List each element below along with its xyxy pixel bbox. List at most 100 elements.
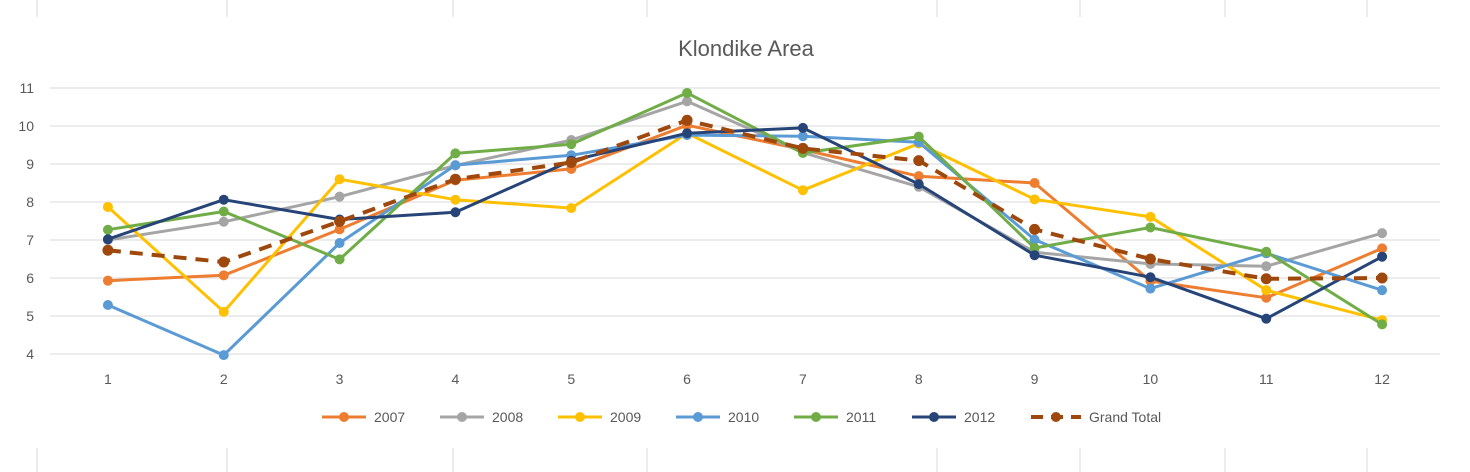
data-point — [913, 179, 924, 190]
data-point — [797, 185, 808, 196]
x-tick-label: 6 — [683, 371, 691, 387]
x-tick-label: 11 — [1259, 371, 1274, 387]
data-point — [1377, 251, 1388, 262]
data-point — [1029, 242, 1040, 253]
chart-title: Klondike Area — [678, 36, 815, 61]
data-point — [566, 203, 577, 214]
data-point — [1377, 228, 1388, 239]
data-point — [1261, 261, 1272, 272]
legend-swatch-marker — [929, 412, 939, 422]
legend-label: 2010 — [728, 409, 759, 425]
data-point — [334, 174, 345, 185]
legend-label: 2008 — [492, 409, 523, 425]
data-point — [334, 238, 345, 249]
legend-label: 2009 — [610, 409, 641, 425]
data-point — [102, 201, 113, 212]
y-tick-label: 4 — [26, 346, 34, 362]
data-point — [682, 128, 693, 139]
legend-swatch-marker — [339, 412, 349, 422]
chart-area — [1, 17, 1469, 448]
legend-item: 2011 — [794, 409, 876, 425]
data-point — [450, 160, 461, 171]
y-tick-label: 5 — [26, 308, 34, 324]
series-line — [107, 118, 1383, 281]
data-point — [102, 275, 113, 286]
data-point — [1029, 234, 1040, 245]
legend: 2007 2008 2009 2010 2011 2012 Grand Total — [322, 409, 1161, 425]
series-line — [106, 91, 1384, 326]
data-point — [913, 131, 924, 142]
x-tick-label: 3 — [336, 371, 344, 387]
legend-swatch-marker — [811, 412, 821, 422]
series-grand-total — [102, 114, 1388, 285]
legend-label: 2007 — [374, 409, 405, 425]
y-tick-label: 8 — [26, 194, 34, 210]
data-point — [218, 216, 229, 227]
data-point — [218, 256, 230, 268]
legend-item: Grand Total — [1031, 409, 1161, 425]
data-point — [218, 270, 229, 281]
data-point — [1029, 178, 1040, 188]
legend-label: 2012 — [964, 409, 995, 425]
x-tick-label: 10 — [1143, 371, 1159, 387]
data-point — [682, 87, 693, 98]
y-tick-label: 9 — [26, 156, 34, 172]
data-point — [450, 194, 461, 205]
data-point — [218, 206, 229, 217]
legend-label: Grand Total — [1089, 409, 1161, 425]
legend-item: 2009 — [558, 409, 641, 425]
data-point — [1260, 273, 1272, 285]
data-point — [449, 173, 461, 185]
data-point — [1376, 272, 1388, 284]
x-axis-tick-labels: 1 2 3 4 5 6 7 8 9 10 11 12 — [104, 371, 1390, 387]
legend-label: 2011 — [846, 409, 876, 425]
data-point — [797, 142, 809, 154]
data-point — [1377, 243, 1388, 254]
x-tick-label: 7 — [799, 371, 807, 387]
data-point — [218, 194, 229, 205]
y-tick-label: 7 — [26, 232, 34, 248]
data-point — [1261, 313, 1272, 324]
legend-item: 2008 — [440, 409, 523, 425]
data-point — [218, 306, 229, 317]
data-point — [102, 299, 113, 310]
legend-swatch-marker — [1051, 412, 1061, 422]
legend-swatch-marker — [575, 412, 585, 422]
data-point — [1377, 319, 1388, 330]
data-point — [681, 114, 693, 126]
data-point — [102, 234, 113, 245]
data-point — [1377, 285, 1388, 296]
data-point — [1145, 283, 1156, 294]
legend-item: 2007 — [322, 409, 405, 425]
y-tick-label: 10 — [18, 118, 34, 134]
data-point — [913, 155, 925, 167]
data-point — [1029, 223, 1041, 235]
data-point — [1144, 253, 1156, 265]
data-point — [1029, 250, 1040, 261]
data-point — [682, 96, 693, 107]
y-axis-tick-labels: 4 5 6 7 8 9 10 11 — [18, 80, 34, 362]
x-tick-label: 4 — [452, 371, 460, 387]
legend-item: 2012 — [912, 409, 995, 425]
x-tick-label: 2 — [220, 371, 228, 387]
data-point — [1145, 211, 1156, 222]
data-point — [797, 122, 808, 133]
y-tick-label: 6 — [26, 270, 34, 286]
data-point — [218, 350, 229, 361]
data-point — [102, 244, 114, 256]
x-tick-label: 5 — [567, 371, 575, 387]
data-point — [1145, 272, 1156, 283]
data-point — [565, 156, 577, 168]
data-point — [334, 254, 345, 265]
data-point — [334, 191, 345, 202]
data-point — [1261, 292, 1272, 303]
series-line — [106, 126, 1384, 321]
x-tick-label: 12 — [1374, 371, 1390, 387]
x-tick-label: 9 — [1031, 371, 1039, 387]
series-line — [106, 131, 1384, 322]
data-point — [1261, 285, 1272, 296]
data-point — [450, 148, 461, 159]
legend-swatch-marker — [693, 412, 703, 422]
data-point — [102, 224, 113, 235]
